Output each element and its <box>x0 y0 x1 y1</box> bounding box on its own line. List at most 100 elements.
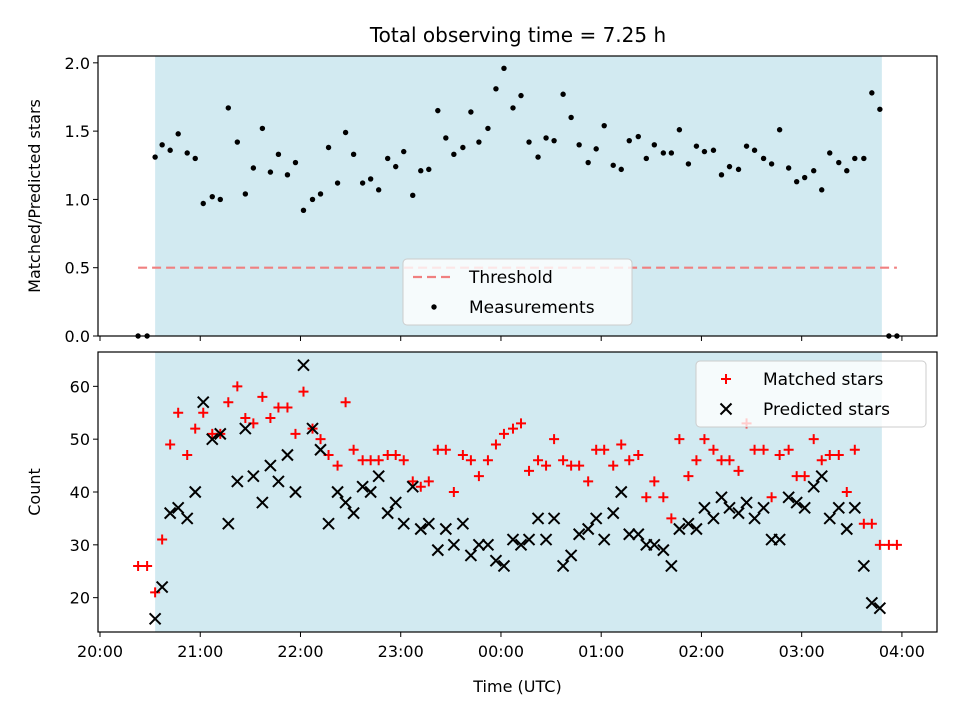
measurement-point <box>468 109 474 115</box>
x-tick-label: 22:00 <box>277 642 323 661</box>
measurement-point <box>710 147 717 153</box>
y-axis-label: Count <box>25 468 44 516</box>
measurement-point <box>510 105 516 111</box>
measurement-point <box>476 139 482 145</box>
measurement-point <box>585 159 591 166</box>
predicted-star-point <box>865 596 879 610</box>
predicted-star-point <box>790 496 803 509</box>
x-tick-label: 00:00 <box>478 642 524 661</box>
measurement-point <box>342 129 349 136</box>
predicted-star-point <box>690 522 703 536</box>
predicted-star-point <box>648 538 661 552</box>
matched-star-point <box>157 534 168 545</box>
measurement-point <box>209 193 215 200</box>
predicted-star-point <box>163 506 177 520</box>
measurement-point <box>793 178 800 185</box>
matched-star-point <box>649 476 660 487</box>
measurement-point <box>601 122 607 129</box>
measurement-point <box>852 155 858 162</box>
predicted-star-point <box>314 443 327 456</box>
predicted-star-point <box>148 612 162 625</box>
measurement-point <box>443 135 449 141</box>
measurement-point <box>317 191 324 197</box>
predicted-star-point <box>364 485 377 499</box>
measurement-point <box>359 180 366 186</box>
predicted-star-point <box>197 395 210 409</box>
y-tick-label: 1.0 <box>65 190 90 209</box>
measurement-point <box>493 86 499 92</box>
matched-star-point <box>407 476 418 487</box>
predicted-star-point <box>707 512 720 525</box>
matched-star-point <box>340 397 351 408</box>
y-tick-label: 20 <box>70 589 90 608</box>
x-tick-label: 23:00 <box>378 642 424 661</box>
matched-star-point <box>874 539 885 550</box>
matched-star-point <box>641 492 652 503</box>
predicted-star-point <box>657 543 670 557</box>
matched-star-point <box>549 434 560 445</box>
matched-star-point <box>624 455 635 466</box>
matched-star-point <box>708 444 719 455</box>
measurement-point <box>551 137 557 144</box>
matched-star-point <box>658 492 669 503</box>
predicted-star-point <box>556 559 570 573</box>
matched-star-point <box>273 402 284 413</box>
matched-star-point <box>150 587 161 598</box>
predicted-star-point <box>171 501 185 515</box>
matched-star-point <box>599 444 610 455</box>
predicted-star-point <box>607 506 620 520</box>
y-tick-label: 30 <box>70 536 90 555</box>
predicted-star-point <box>564 549 578 562</box>
predicted-star-point <box>297 359 310 372</box>
measurement-point <box>593 146 599 152</box>
matched-star-point <box>440 444 451 455</box>
matched-star-point <box>198 407 209 418</box>
measurement-point <box>309 196 316 203</box>
matched-star-point <box>498 428 509 439</box>
measurement-point <box>350 151 357 158</box>
predicted-star-point <box>397 517 410 530</box>
predicted-star-point <box>623 528 636 541</box>
predicted-star-point <box>782 491 795 504</box>
measurement-point <box>234 139 241 145</box>
measurement-point <box>576 142 582 148</box>
measurement-point <box>861 155 867 162</box>
matched-star-point <box>749 444 760 455</box>
predicted-star-point <box>181 512 194 525</box>
predicted-star-point <box>682 517 695 530</box>
y-tick-label: 0.5 <box>65 259 90 278</box>
x-tick-label: 21:00 <box>177 642 223 661</box>
measurement-point <box>827 150 833 156</box>
measurement-point <box>701 148 708 155</box>
predicted-star-point <box>773 533 786 546</box>
matched-star-point <box>766 492 777 503</box>
measurement-point <box>250 165 257 171</box>
x-tick-label: 20:00 <box>77 642 123 661</box>
measurement-point <box>485 125 491 132</box>
predicted-star-point <box>439 522 453 536</box>
measurement-point <box>735 166 742 173</box>
predicted-star-point <box>589 512 603 525</box>
matched-star-point <box>583 476 594 487</box>
measurement-point <box>743 143 750 149</box>
matched-star-point <box>373 455 384 466</box>
matched-star-point <box>533 455 544 466</box>
measurement-point <box>760 155 767 162</box>
matched-star-point <box>574 460 585 471</box>
predicted-star-point <box>431 543 445 557</box>
measurement-point <box>819 187 825 193</box>
measurement-point <box>618 166 624 173</box>
predicted-star-point <box>189 485 202 499</box>
predicted-star-point <box>247 469 260 483</box>
matched-star-point <box>666 513 677 524</box>
x-tick-label: 01:00 <box>578 642 624 661</box>
plot-frame <box>97 55 938 337</box>
predicted-star-point <box>347 506 360 520</box>
matched-star-point <box>173 407 184 418</box>
predicted-star-point <box>239 422 252 435</box>
matched-star-point <box>165 439 176 450</box>
measurement-point <box>152 154 158 160</box>
y-tick-label: 60 <box>70 377 90 396</box>
measurement-point <box>225 105 232 111</box>
